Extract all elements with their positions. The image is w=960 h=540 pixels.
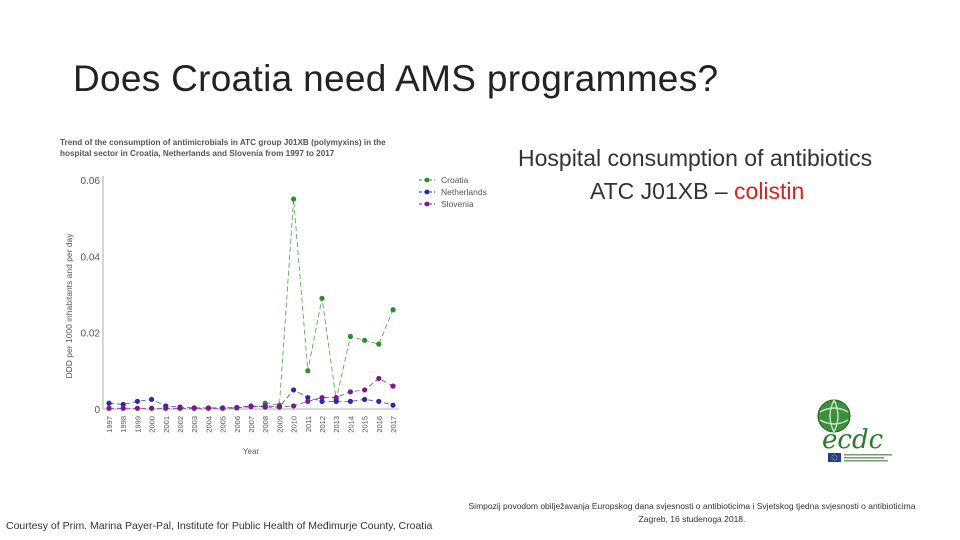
data-point-slovenia [262, 403, 268, 409]
x-tick-label: 2008 [261, 416, 270, 433]
x-tick-label: 2015 [361, 416, 370, 433]
data-point-netherlands [134, 398, 140, 404]
data-point-croatia [319, 295, 325, 301]
data-point-slovenia [390, 383, 396, 389]
legend-marker-slovenia [424, 201, 430, 207]
chart-title-line2: hospital sector in Croatia, Netherlands … [60, 149, 335, 158]
legend-label-croatia: Croatia [441, 175, 469, 185]
data-point-netherlands [291, 387, 297, 393]
data-point-croatia [376, 341, 382, 347]
symposium-footer: Simpozij povodom obilježavanja Europskog… [448, 500, 936, 526]
data-point-slovenia [191, 405, 197, 411]
ecdc-logo: ecdc [817, 399, 892, 462]
data-point-croatia [305, 368, 311, 374]
heading-colistin: colistin [734, 178, 805, 204]
chart: Trend of the consumption of antimicrobia… [60, 138, 487, 456]
legend-label-slovenia: Slovenia [441, 199, 474, 209]
data-point-slovenia [347, 389, 353, 395]
y-tick-label: 0.06 [81, 176, 101, 187]
x-tick-label: 2007 [247, 416, 256, 433]
x-axis-label: Year [243, 447, 260, 456]
data-point-netherlands [333, 398, 339, 404]
data-point-slovenia [134, 405, 140, 411]
x-tick-label: 2010 [290, 416, 299, 433]
x-tick-label: 2009 [275, 416, 284, 433]
data-point-netherlands [376, 398, 382, 404]
data-point-slovenia [120, 405, 126, 411]
data-point-netherlands [106, 400, 112, 406]
heading-line1: Hospital consumption of antibiotics [518, 145, 873, 171]
x-tick-label: 2000 [148, 416, 157, 433]
data-point-slovenia [319, 394, 325, 401]
data-point-netherlands [390, 402, 396, 408]
chart-title: Trend of the consumption of antimicrobia… [60, 138, 388, 158]
x-tick-label: 2001 [162, 416, 171, 433]
data-point-netherlands [120, 401, 126, 408]
data-point-slovenia [362, 387, 368, 393]
data-point-netherlands [149, 396, 155, 403]
y-tick-label: 0 [94, 405, 100, 416]
data-point-slovenia [220, 405, 226, 411]
data-point-slovenia [177, 405, 183, 411]
legend-marker-croatia [424, 177, 430, 183]
x-tick-label: 1999 [133, 416, 142, 433]
x-tick-label: 2002 [176, 416, 185, 433]
slide-heading: Hospital consumption of antibiotics ATC … [518, 142, 958, 208]
data-point-slovenia [291, 403, 297, 409]
x-tick-label: 2012 [318, 416, 327, 433]
ecdc-logo-text: ecdc [822, 425, 884, 455]
data-point-slovenia [234, 405, 240, 411]
data-point-slovenia [305, 398, 311, 404]
x-tick-label: 2003 [190, 416, 199, 433]
ecdc-globe-icon [818, 400, 850, 432]
x-tick-label: 1997 [105, 416, 114, 433]
heading-atc-code: ATC J01XB – [590, 178, 735, 204]
data-point-slovenia [205, 405, 211, 411]
x-tick-label: 2013 [332, 416, 341, 433]
data-point-slovenia [276, 404, 282, 410]
data-point-netherlands [319, 398, 325, 404]
legend-label-netherlands: Netherlands [441, 187, 487, 197]
data-point-slovenia [106, 405, 112, 411]
data-point-netherlands [362, 396, 368, 403]
data-point-croatia [291, 196, 297, 202]
x-tick-label: 2016 [375, 416, 384, 433]
credit-footer: Courtesy of Prim. Marina Payer-Pal, Inst… [6, 520, 433, 532]
x-tick-label: 2004 [204, 416, 213, 433]
x-tick-label: 2006 [233, 416, 242, 433]
series-line-croatia [265, 199, 394, 406]
eu-flag-icon [828, 453, 841, 462]
data-point-netherlands [347, 398, 353, 404]
data-point-croatia [362, 337, 368, 343]
data-point-slovenia [163, 405, 169, 411]
chart-legend: Croatia Netherlands Slovenia [419, 175, 487, 209]
x-tick-label: 2014 [346, 416, 355, 433]
y-axis-label: DDD per 1000 inhabitants and per day [64, 233, 74, 379]
symposium-line2: Zagreb, 16 studenoga 2018. [638, 514, 746, 524]
data-point-slovenia [333, 394, 339, 401]
chart-title-line1: Trend of the consumption of antimicrobia… [60, 138, 386, 147]
x-tick-label: 2017 [389, 416, 398, 433]
heading-line2: ATC J01XB – colistin [518, 175, 958, 208]
y-tick-label: 0.04 [81, 252, 101, 263]
data-point-slovenia [248, 404, 254, 410]
data-point-slovenia [149, 405, 155, 411]
symposium-line1: Simpozij povodom obilježavanja Europskog… [468, 501, 916, 511]
x-tick-label: 2005 [219, 416, 228, 433]
x-tick-label: 2011 [304, 416, 313, 432]
data-point-croatia [347, 333, 353, 340]
slide-title: Does Croatia need AMS programmes? [73, 58, 719, 99]
legend-marker-netherlands [424, 189, 430, 195]
x-tick-label: 1998 [119, 416, 128, 433]
chart-series [106, 196, 396, 411]
y-tick-label: 0.02 [81, 329, 101, 340]
data-point-netherlands [305, 394, 311, 401]
chart-axes: 0 0.02 0.04 0.06 1997 1998 1999 2000 2001 2002 200… [81, 176, 399, 433]
data-point-croatia [390, 307, 396, 313]
data-point-slovenia [376, 375, 382, 382]
